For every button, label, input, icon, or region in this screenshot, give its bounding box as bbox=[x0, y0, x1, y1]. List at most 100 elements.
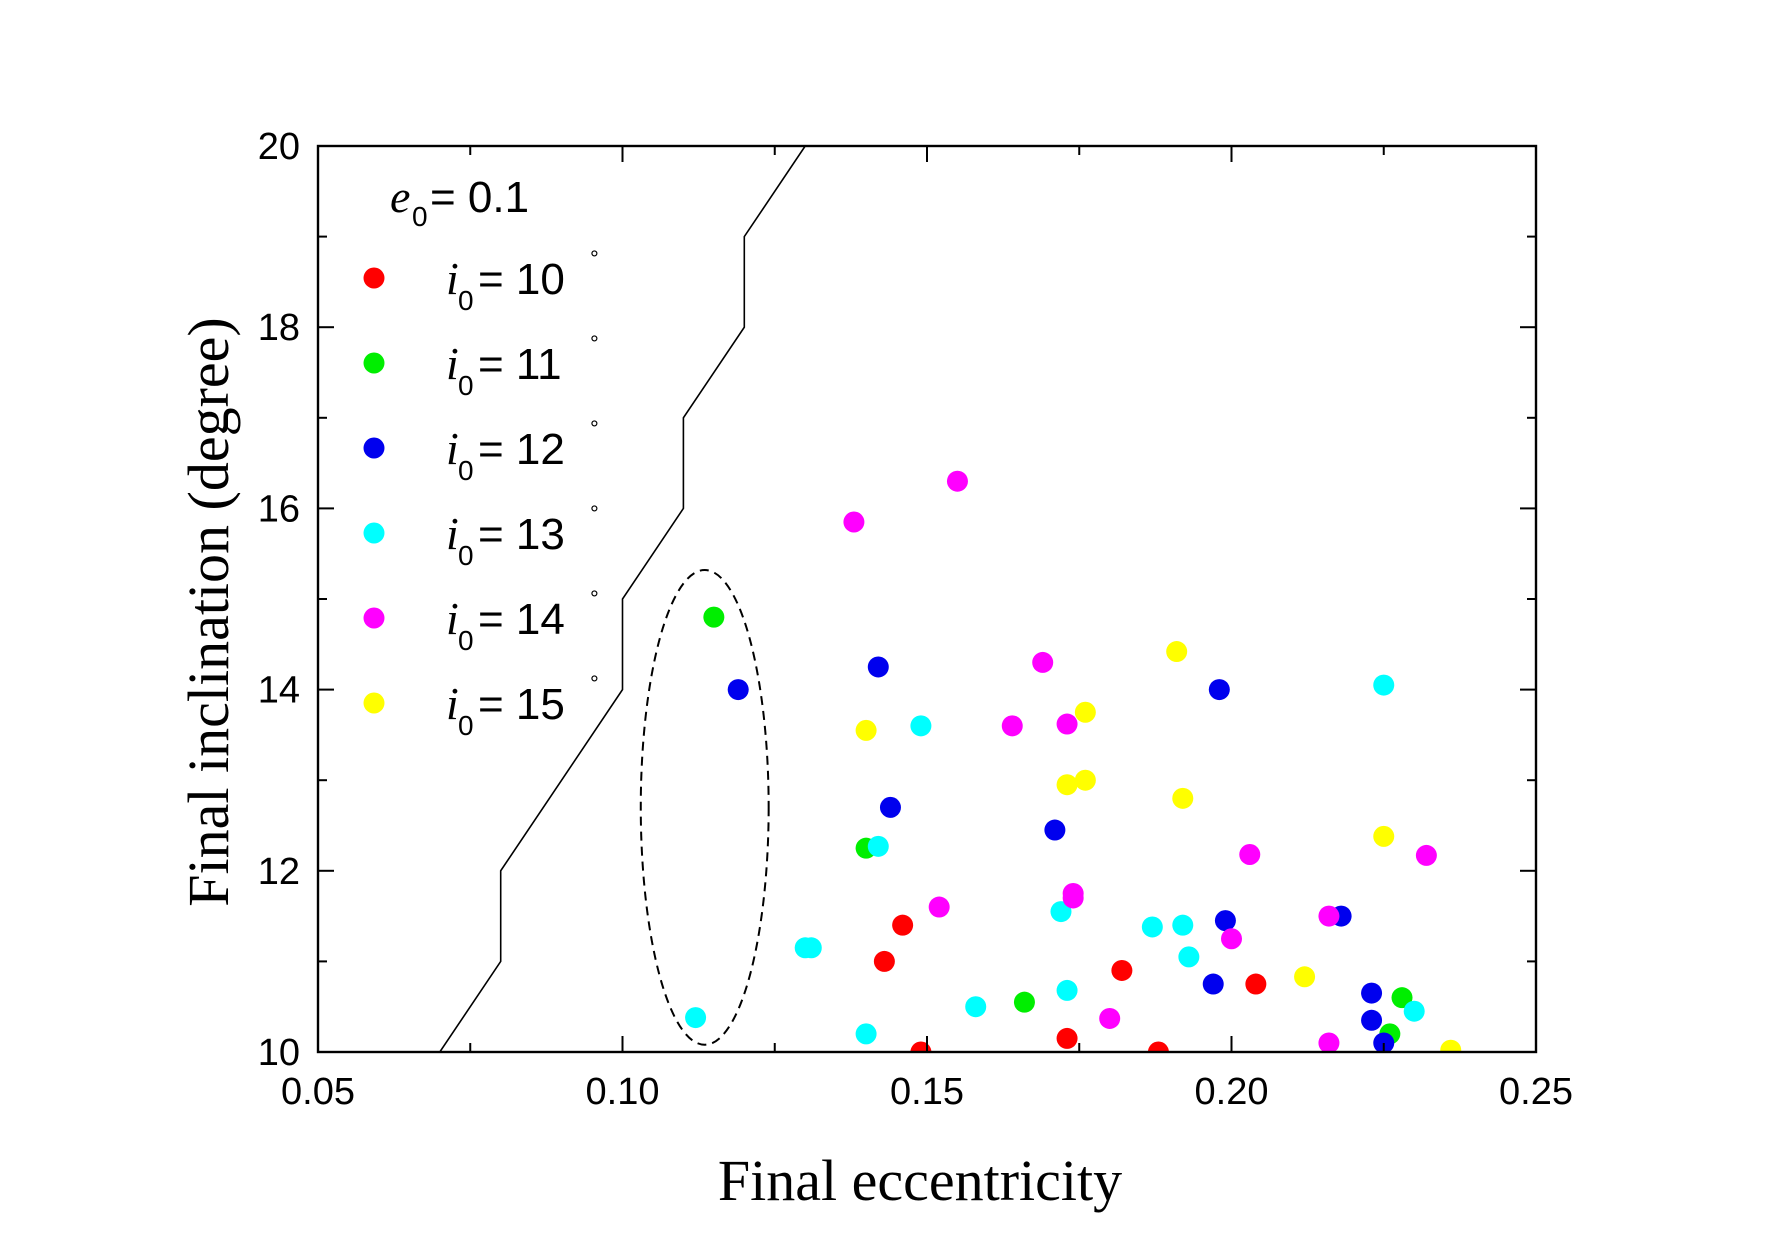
x-tick-label: 0.25 bbox=[1499, 1071, 1573, 1113]
legend-marker bbox=[363, 352, 385, 374]
data-point bbox=[1062, 887, 1084, 909]
data-point bbox=[910, 715, 932, 737]
legend-subscript: 0 bbox=[458, 455, 474, 486]
series-i0-12 bbox=[727, 656, 1395, 1052]
y-tick-label: 20 bbox=[258, 126, 300, 168]
data-point bbox=[1056, 713, 1078, 735]
axis-titles: Final eccentricity Final inclination (de… bbox=[176, 317, 1122, 1213]
legend-label: = 15 bbox=[478, 680, 565, 729]
x-tick-label: 0.10 bbox=[586, 1071, 660, 1113]
data-point bbox=[1166, 641, 1188, 663]
series-i0-13 bbox=[685, 674, 1425, 1045]
y-tick-label: 14 bbox=[258, 670, 300, 712]
data-point bbox=[1373, 825, 1395, 847]
series-i0-10 bbox=[873, 914, 1267, 1052]
boundary-line bbox=[439, 146, 806, 1052]
data-point bbox=[1178, 946, 1200, 968]
legend-symbol: i bbox=[446, 338, 459, 389]
data-point bbox=[1294, 966, 1316, 988]
data-point bbox=[1056, 774, 1078, 796]
legend-label: = 10 bbox=[478, 255, 565, 304]
y-axis-title: Final inclination (degree) bbox=[176, 317, 241, 906]
data-point bbox=[1361, 982, 1383, 1004]
data-point bbox=[928, 896, 950, 918]
legend-label: = 12 bbox=[478, 425, 565, 474]
data-point bbox=[1141, 916, 1163, 938]
data-point bbox=[855, 1023, 877, 1045]
x-axis-title: Final eccentricity bbox=[718, 1148, 1122, 1213]
legend-marker bbox=[363, 692, 385, 714]
legend-marker bbox=[363, 437, 385, 459]
data-point bbox=[1172, 787, 1194, 809]
y-tick-label: 18 bbox=[258, 307, 300, 349]
data-point bbox=[1099, 1007, 1121, 1029]
data-point bbox=[1032, 651, 1054, 673]
data-point bbox=[1147, 1041, 1169, 1052]
data-point bbox=[1373, 1032, 1395, 1052]
data-point bbox=[1013, 991, 1035, 1013]
data-point bbox=[867, 835, 889, 857]
series-i0-14 bbox=[843, 470, 1437, 1052]
y-tick-label: 16 bbox=[258, 488, 300, 530]
legend-symbol: i bbox=[446, 423, 459, 474]
data-point bbox=[1050, 901, 1072, 923]
legend-label: = 14 bbox=[478, 595, 565, 644]
data-point bbox=[1111, 959, 1133, 981]
legend-subscript: 0 bbox=[458, 285, 474, 316]
legend-subscript: 0 bbox=[458, 370, 474, 401]
data-point bbox=[1403, 1000, 1425, 1022]
data-point bbox=[1221, 928, 1242, 950]
data-point bbox=[1074, 769, 1096, 791]
legend-symbol: i bbox=[446, 678, 459, 729]
legend-degree: ° bbox=[590, 586, 599, 611]
data-point bbox=[685, 1007, 707, 1029]
legend-subscript: 0 bbox=[458, 540, 474, 571]
data-point bbox=[727, 679, 749, 701]
data-point bbox=[892, 914, 914, 936]
legend-symbol: i bbox=[446, 593, 459, 644]
data-point bbox=[1318, 1032, 1340, 1052]
data-point bbox=[800, 937, 822, 959]
legend-symbol: i bbox=[446, 253, 459, 304]
legend-label: = 13 bbox=[478, 510, 565, 559]
data-point bbox=[1208, 679, 1230, 701]
data-point bbox=[1214, 910, 1236, 932]
data-point bbox=[965, 996, 987, 1018]
legend-header-symbol: e bbox=[390, 171, 410, 222]
data-point bbox=[873, 950, 895, 972]
x-tick-label: 0.20 bbox=[1195, 1071, 1269, 1113]
data-point bbox=[843, 511, 865, 533]
legend-degree: ° bbox=[590, 501, 599, 526]
data-point bbox=[1361, 1009, 1383, 1031]
data-point bbox=[1056, 1027, 1078, 1049]
data-point bbox=[1172, 914, 1194, 936]
axes: 0.05 0.10 0.15 0.20 0.25 10 12 14 16 18 20 bbox=[258, 126, 1573, 1113]
legend-degree: ° bbox=[590, 246, 599, 271]
series-i0-15 bbox=[855, 641, 1462, 1052]
legend-subscript: 0 bbox=[458, 710, 474, 741]
data-point bbox=[1391, 987, 1413, 1009]
data-point bbox=[855, 719, 877, 741]
x-tick-label: 0.15 bbox=[890, 1071, 964, 1113]
data-point bbox=[1001, 715, 1023, 737]
legend-degree: ° bbox=[590, 416, 599, 441]
data-point bbox=[1373, 674, 1395, 696]
legend-subscript: 0 bbox=[458, 625, 474, 656]
legend-symbol: i bbox=[446, 508, 459, 559]
legend-marker bbox=[363, 267, 385, 289]
legend-label: = 11 bbox=[478, 340, 562, 389]
dashed-ellipse-annotation bbox=[639, 569, 770, 1046]
data-point bbox=[1074, 701, 1096, 723]
data-point bbox=[703, 606, 725, 628]
legend-degree: ° bbox=[590, 331, 599, 356]
legend-degree: ° bbox=[590, 671, 599, 696]
legend-marker bbox=[363, 607, 385, 629]
legend-header-subscript: 0 bbox=[412, 201, 428, 232]
